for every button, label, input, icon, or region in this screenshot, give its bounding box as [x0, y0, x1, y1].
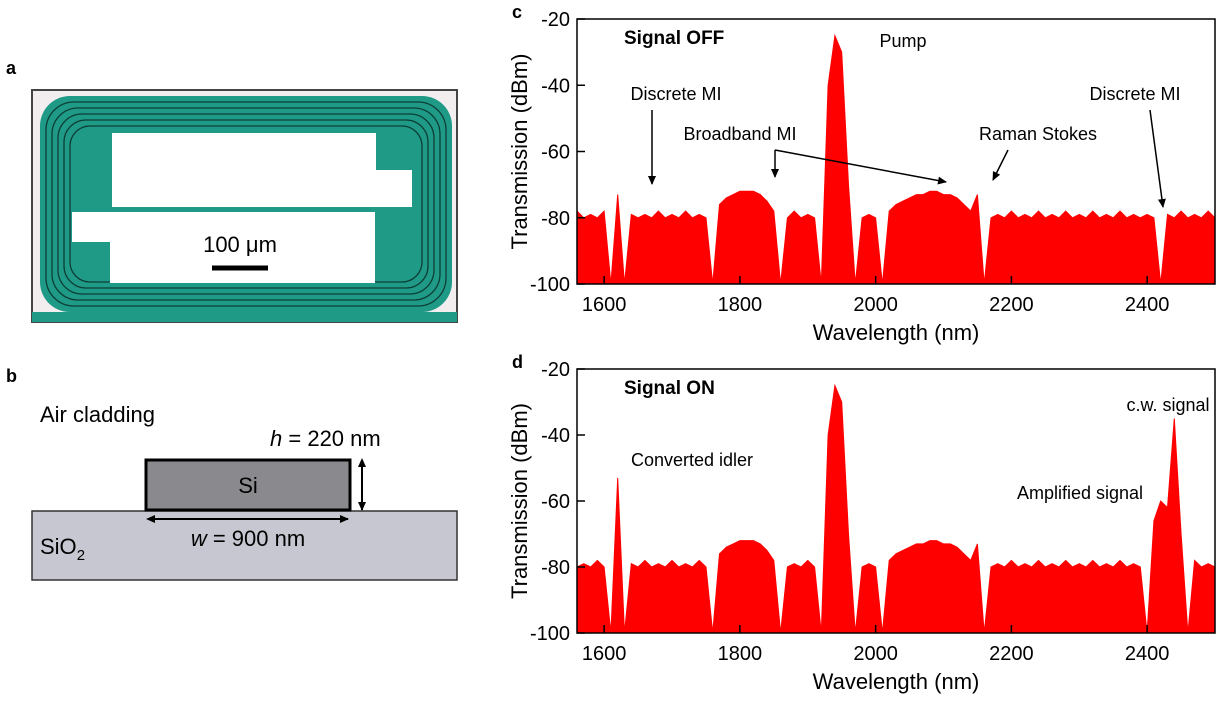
annotation: Pump — [879, 31, 926, 51]
annotation-arrow — [774, 149, 947, 185]
annotation-arrow — [1149, 109, 1166, 208]
value: = 220 nm — [288, 426, 380, 451]
text: SiO — [40, 534, 77, 559]
cladding-label: Air cladding — [40, 402, 155, 427]
width-label: w = 900 nm — [191, 526, 305, 551]
core-label: Si — [238, 473, 258, 498]
chart-title: Signal ON — [624, 378, 715, 399]
annotation: c.w. signal — [1126, 395, 1209, 415]
panel-letter: a — [6, 58, 17, 78]
y-axis-title: Transmission (dBm) — [507, 54, 532, 250]
x-tick-label: 1600 — [582, 294, 627, 316]
annotation: Discrete MI — [1089, 84, 1180, 104]
scale-bar-label: 100 μm — [203, 232, 277, 257]
annotation: Amplified signal — [1017, 483, 1143, 503]
x-tick-label: 1800 — [718, 294, 763, 316]
x-tick-label: 1600 — [582, 643, 627, 665]
x-tick-label: 2000 — [853, 294, 898, 316]
annotation: Raman Stokes — [979, 124, 1097, 144]
y-tick-label: -60 — [541, 142, 570, 164]
var: w — [191, 526, 209, 551]
y-tick-label: -60 — [541, 491, 570, 513]
substrate-label: SiO2 — [40, 534, 85, 564]
core — [144, 458, 352, 512]
x-tick-label: 2200 — [989, 294, 1034, 316]
height-label: h = 220 nm — [270, 426, 381, 451]
y-tick-label: -40 — [541, 425, 570, 447]
spectrum — [576, 383, 1216, 634]
x-tick-label: 2400 — [1125, 294, 1170, 316]
y-axis-title: Transmission (dBm) — [507, 403, 532, 599]
var: h — [270, 426, 282, 451]
y-tick-label: -80 — [541, 208, 570, 230]
x-tick-label: 1800 — [718, 643, 763, 665]
value: = 900 nm — [213, 526, 305, 551]
chart-title: Signal OFF — [624, 28, 724, 49]
panel-letter: c — [512, 2, 522, 22]
x-axis-title: Wavelength (nm) — [813, 320, 980, 345]
y-tick-label: -40 — [541, 75, 570, 97]
x-tick-label: 2000 — [853, 643, 898, 665]
y-tick-label: -20 — [541, 359, 570, 381]
panel-letter: d — [512, 352, 523, 372]
subscript: 2 — [77, 547, 85, 564]
micrograph — [31, 89, 458, 323]
annotation: Broadband MI — [683, 124, 796, 144]
annotation: Converted idler — [631, 450, 753, 470]
y-tick-label: -100 — [530, 274, 570, 296]
y-tick-label: -100 — [530, 623, 570, 645]
y-tick-label: -80 — [541, 557, 570, 579]
x-tick-label: 2200 — [989, 643, 1034, 665]
x-tick-label: 2400 — [1125, 643, 1170, 665]
spectrum — [576, 33, 1216, 285]
y-tick-label: -20 — [541, 9, 570, 31]
x-axis-title: Wavelength (nm) — [813, 669, 980, 694]
annotation-arrow — [992, 149, 1009, 181]
annotation: Discrete MI — [630, 84, 721, 104]
panel-letter: b — [6, 366, 17, 386]
